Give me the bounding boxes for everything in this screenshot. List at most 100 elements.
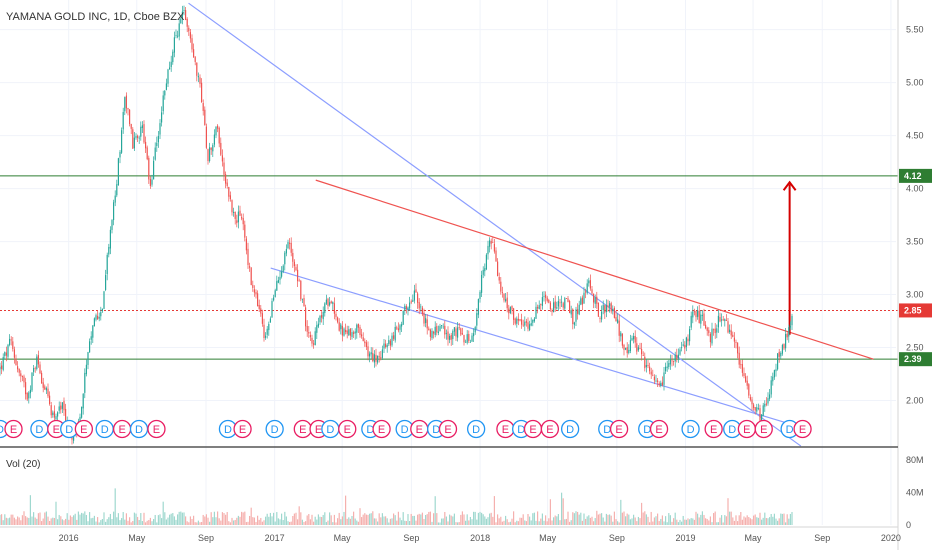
earnings-marker[interactable]: E (438, 419, 458, 439)
earnings-marker[interactable]: E (754, 419, 773, 439)
dividend-marker[interactable]: D (95, 419, 114, 439)
candle-body (364, 341, 366, 344)
marker-letter[interactable]: D (472, 424, 480, 436)
candle-body (756, 407, 758, 412)
earnings-marker[interactable]: E (372, 419, 391, 439)
candle-body (178, 23, 180, 37)
candle-body (132, 129, 134, 149)
marker-letter[interactable]: E (710, 424, 717, 436)
marker-circle[interactable] (338, 419, 357, 439)
marker-circle[interactable] (466, 419, 486, 439)
marker-letter[interactable]: D (603, 424, 611, 436)
earnings-marker[interactable]: E (338, 419, 357, 439)
earnings-marker[interactable]: E (704, 419, 723, 439)
marker-circle[interactable] (74, 419, 94, 439)
marker-letter[interactable]: D (326, 424, 334, 436)
volume-bar (471, 519, 473, 525)
marker-circle[interactable] (372, 419, 391, 439)
marker-circle[interactable] (649, 419, 669, 439)
marker-circle[interactable] (540, 419, 560, 439)
marker-letter[interactable]: D (0, 424, 4, 436)
volume-bar (533, 512, 535, 525)
marker-letter[interactable]: E (53, 424, 60, 436)
dividend-marker[interactable]: D (560, 419, 580, 439)
earnings-marker[interactable]: E (737, 419, 757, 439)
earnings-marker[interactable]: E (523, 419, 543, 439)
marker-letter[interactable]: D (271, 424, 279, 436)
marker-letter[interactable]: E (444, 424, 451, 436)
marker-letter[interactable]: D (101, 424, 109, 436)
marker-letter[interactable]: D (65, 424, 73, 436)
marker-letter[interactable]: E (118, 424, 125, 436)
dividend-marker[interactable]: D (30, 419, 49, 439)
marker-letter[interactable]: D (786, 424, 794, 436)
marker-letter[interactable]: E (153, 424, 160, 436)
marker-letter[interactable]: E (299, 424, 306, 436)
marker-letter[interactable]: E (655, 424, 662, 436)
earnings-marker[interactable]: E (147, 419, 166, 439)
marker-circle[interactable] (4, 419, 23, 439)
earnings-markers[interactable]: DEDEDEDEDEDEDEEDEDEDEDEDEDEEDDEDEDEDEEDE (0, 419, 812, 439)
marker-letter[interactable]: E (799, 424, 806, 436)
marker-letter[interactable]: D (366, 424, 374, 436)
earnings-marker[interactable]: E (233, 419, 252, 439)
marker-letter[interactable]: E (80, 424, 87, 436)
earnings-marker[interactable]: E (609, 419, 629, 439)
volume-bar (530, 520, 532, 525)
marker-circle[interactable] (147, 419, 166, 439)
earnings-marker[interactable]: E (649, 419, 669, 439)
marker-circle[interactable] (681, 419, 700, 439)
marker-letter[interactable]: E (378, 424, 385, 436)
dividend-marker[interactable]: D (321, 419, 340, 439)
marker-letter[interactable]: D (401, 424, 409, 436)
marker-circle[interactable] (754, 419, 773, 439)
dividend-marker[interactable]: D (129, 419, 149, 439)
marker-letter[interactable]: E (615, 424, 622, 436)
marker-circle[interactable] (438, 419, 458, 439)
volume-bar (465, 520, 467, 525)
candle-body (295, 267, 297, 271)
marker-letter[interactable]: D (224, 424, 232, 436)
marker-circle[interactable] (265, 419, 284, 439)
marker-letter[interactable]: E (239, 424, 246, 436)
marker-circle[interactable] (560, 419, 580, 439)
marker-letter[interactable]: E (760, 424, 767, 436)
dividend-marker[interactable]: D (265, 419, 284, 439)
volume-bar (674, 512, 676, 525)
marker-circle[interactable] (233, 419, 252, 439)
marker-letter[interactable]: D (643, 424, 651, 436)
marker-letter[interactable]: D (728, 424, 736, 436)
dividend-marker[interactable]: D (681, 419, 700, 439)
earnings-marker[interactable]: E (293, 419, 312, 439)
marker-letter[interactable]: D (517, 424, 525, 436)
marker-letter[interactable]: E (344, 424, 351, 436)
earnings-marker[interactable]: E (540, 419, 560, 439)
marker-circle[interactable] (704, 419, 723, 439)
volume-bar (559, 520, 561, 525)
earnings-marker[interactable]: E (112, 419, 132, 439)
dividend-marker[interactable]: D (395, 419, 414, 439)
earnings-marker[interactable]: E (793, 419, 812, 439)
dividend-marker[interactable]: D (466, 419, 486, 439)
marker-letter[interactable]: E (546, 424, 553, 436)
marker-letter[interactable]: D (432, 424, 440, 436)
earnings-marker[interactable]: E (74, 419, 94, 439)
marker-letter[interactable]: E (416, 424, 423, 436)
marker-letter[interactable]: E (315, 424, 322, 436)
earnings-marker[interactable]: E (410, 419, 429, 439)
candle-body (324, 303, 326, 314)
marker-letter[interactable]: E (529, 424, 536, 436)
marker-circle[interactable] (609, 419, 629, 439)
marker-letter[interactable]: E (743, 424, 750, 436)
marker-letter[interactable]: D (687, 424, 695, 436)
earnings-marker[interactable]: E (496, 419, 515, 439)
marker-circle[interactable] (793, 419, 812, 439)
marker-letter[interactable]: D (35, 424, 43, 436)
earnings-marker[interactable]: E (4, 419, 23, 439)
marker-letter[interactable]: D (135, 424, 143, 436)
marker-letter[interactable]: E (502, 424, 509, 436)
marker-letter[interactable]: E (10, 424, 17, 436)
candle-body (13, 349, 15, 358)
volume-bar (610, 515, 612, 525)
marker-letter[interactable]: D (566, 424, 574, 436)
